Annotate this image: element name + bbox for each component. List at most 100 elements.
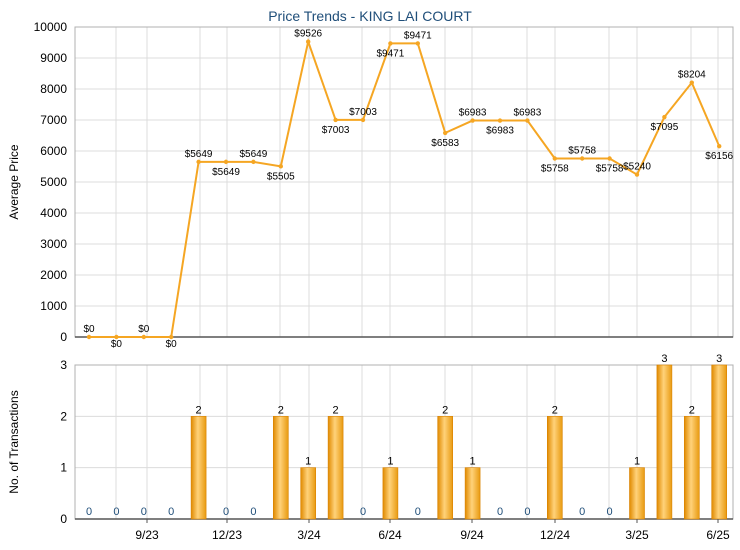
price-point-label: $6156 — [705, 151, 733, 162]
transaction-bar — [190, 416, 207, 520]
transaction-bar — [327, 416, 344, 520]
bar-value-label: 1 — [470, 456, 476, 468]
bar-value-label: 3 — [661, 353, 667, 365]
price-point — [169, 334, 174, 340]
x-tick-label: 6/25 — [706, 528, 730, 542]
y-tick-label: 9000 — [40, 51, 67, 65]
bar-value-label: 1 — [634, 456, 640, 468]
bar-value-label: 0 — [579, 506, 585, 518]
transaction-bar — [546, 416, 563, 520]
y-tick-label: 10000 — [34, 20, 68, 34]
y-tick-label: 3000 — [40, 237, 67, 251]
x-tick-label: 9/24 — [460, 528, 484, 542]
price-point-label: $7003 — [349, 107, 377, 118]
bar-value-label: 2 — [196, 404, 202, 416]
price-point-label: $7003 — [322, 125, 350, 136]
top-grid — [74, 26, 734, 338]
price-point-label: $5505 — [267, 171, 295, 182]
price-point — [470, 118, 475, 123]
price-point — [86, 334, 92, 340]
transaction-bar — [711, 364, 728, 520]
price-point — [662, 114, 667, 120]
price-point — [497, 118, 503, 123]
bar-value-label: 0 — [168, 506, 174, 518]
transaction-bar — [683, 416, 700, 520]
x-tick-label: 12/23 — [212, 528, 242, 542]
y-tick-label: 2000 — [40, 268, 67, 282]
price-point — [689, 80, 694, 85]
price-point — [114, 334, 119, 340]
price-point — [415, 41, 420, 46]
bar-value-label: 2 — [333, 404, 339, 416]
x-tick-label: 12/24 — [540, 528, 570, 542]
y-tick-label: 5000 — [40, 175, 67, 189]
price-point — [278, 164, 283, 169]
price-point-label: $6983 — [513, 108, 541, 119]
price-y-ticks: 0 1000 2000 3000 4000 5000 6000 7000 8000 9000 100… — [34, 20, 68, 344]
price-point-label: $5649 — [212, 167, 240, 178]
chart-title: Price Trends - KING LAI COURT — [268, 8, 472, 24]
transaction-bar — [272, 416, 289, 520]
price-point — [306, 39, 311, 44]
bar-value-label: 0 — [86, 506, 92, 518]
y-tick-label: 0 — [60, 512, 67, 526]
x-tick-label: 6/24 — [378, 528, 402, 542]
price-point — [388, 41, 393, 46]
price-point-label: $0 — [138, 324, 150, 335]
price-point-label: $6983 — [459, 108, 487, 119]
price-point — [634, 172, 640, 177]
price-point-label: $0 — [166, 339, 178, 350]
transaction-bar — [437, 416, 454, 520]
price-point — [607, 156, 612, 161]
price-point — [141, 334, 146, 340]
price-series-line — [89, 38, 721, 338]
price-point-label: $9471 — [376, 48, 404, 59]
bar-value-label: 0 — [113, 506, 119, 518]
bar-value-label: 0 — [524, 506, 530, 518]
price-point — [223, 159, 229, 165]
y-tick-label: 8000 — [40, 82, 67, 96]
y-tick-label: 0 — [60, 330, 67, 344]
transaction-bars: 0 0 0 0 2 0 0 2 1 2 0 1 0 2 1 0 0 2 0 0 1 3 2 3 — [86, 353, 728, 520]
bar-value-label: 0 — [250, 506, 256, 518]
transaction-bar — [464, 467, 481, 520]
price-point-label: $6983 — [486, 126, 514, 137]
x-tick-label: 9/23 — [135, 528, 159, 542]
bar-value-label: 1 — [305, 456, 311, 468]
price-point-label: $9471 — [404, 30, 432, 41]
y-axis-title-price: Average Price — [7, 144, 21, 219]
bar-value-label: 2 — [552, 404, 558, 416]
y-tick-label: 1 — [60, 461, 67, 475]
price-point-label: $5758 — [568, 146, 596, 157]
transaction-bar — [629, 467, 645, 520]
price-point — [580, 156, 585, 161]
price-point — [443, 130, 448, 136]
bar-value-label: 0 — [415, 506, 421, 518]
bar-value-label: 0 — [223, 506, 229, 518]
bar-value-label: 2 — [689, 404, 695, 416]
transactions-y-ticks: 0 1 2 3 — [60, 358, 67, 526]
bar-value-label: 3 — [716, 353, 722, 365]
bar-value-label: 2 — [278, 404, 284, 416]
y-tick-label: 7000 — [40, 113, 67, 127]
x-tick-label: 3/25 — [625, 528, 649, 542]
price-point-label: $5649 — [239, 149, 267, 160]
price-point-label: $9526 — [294, 29, 322, 40]
bar-value-label: 0 — [607, 506, 613, 518]
price-point — [525, 118, 530, 123]
transaction-bar — [382, 467, 399, 520]
y-tick-label: 3 — [60, 358, 67, 372]
x-axis-ticks: 9/23 12/23 3/24 6/24 9/24 12/24 3/25 6/25 — [135, 519, 730, 542]
price-point-label: $0 — [111, 339, 123, 350]
price-line: $0$0$0$0$5649$5649$5649$5505$9526$7003$7… — [83, 29, 733, 350]
price-point — [196, 159, 201, 165]
price-point-label: $5649 — [185, 149, 213, 160]
bar-value-label: 0 — [141, 506, 147, 518]
price-point-label: $6583 — [431, 138, 459, 149]
price-point — [251, 159, 256, 165]
y-tick-label: 6000 — [40, 144, 67, 158]
y-axis-title-transactions: No. of Transactions — [7, 390, 21, 493]
price-point — [333, 117, 338, 123]
price-point-label: $5758 — [541, 164, 569, 175]
y-tick-label: 2 — [60, 409, 67, 423]
